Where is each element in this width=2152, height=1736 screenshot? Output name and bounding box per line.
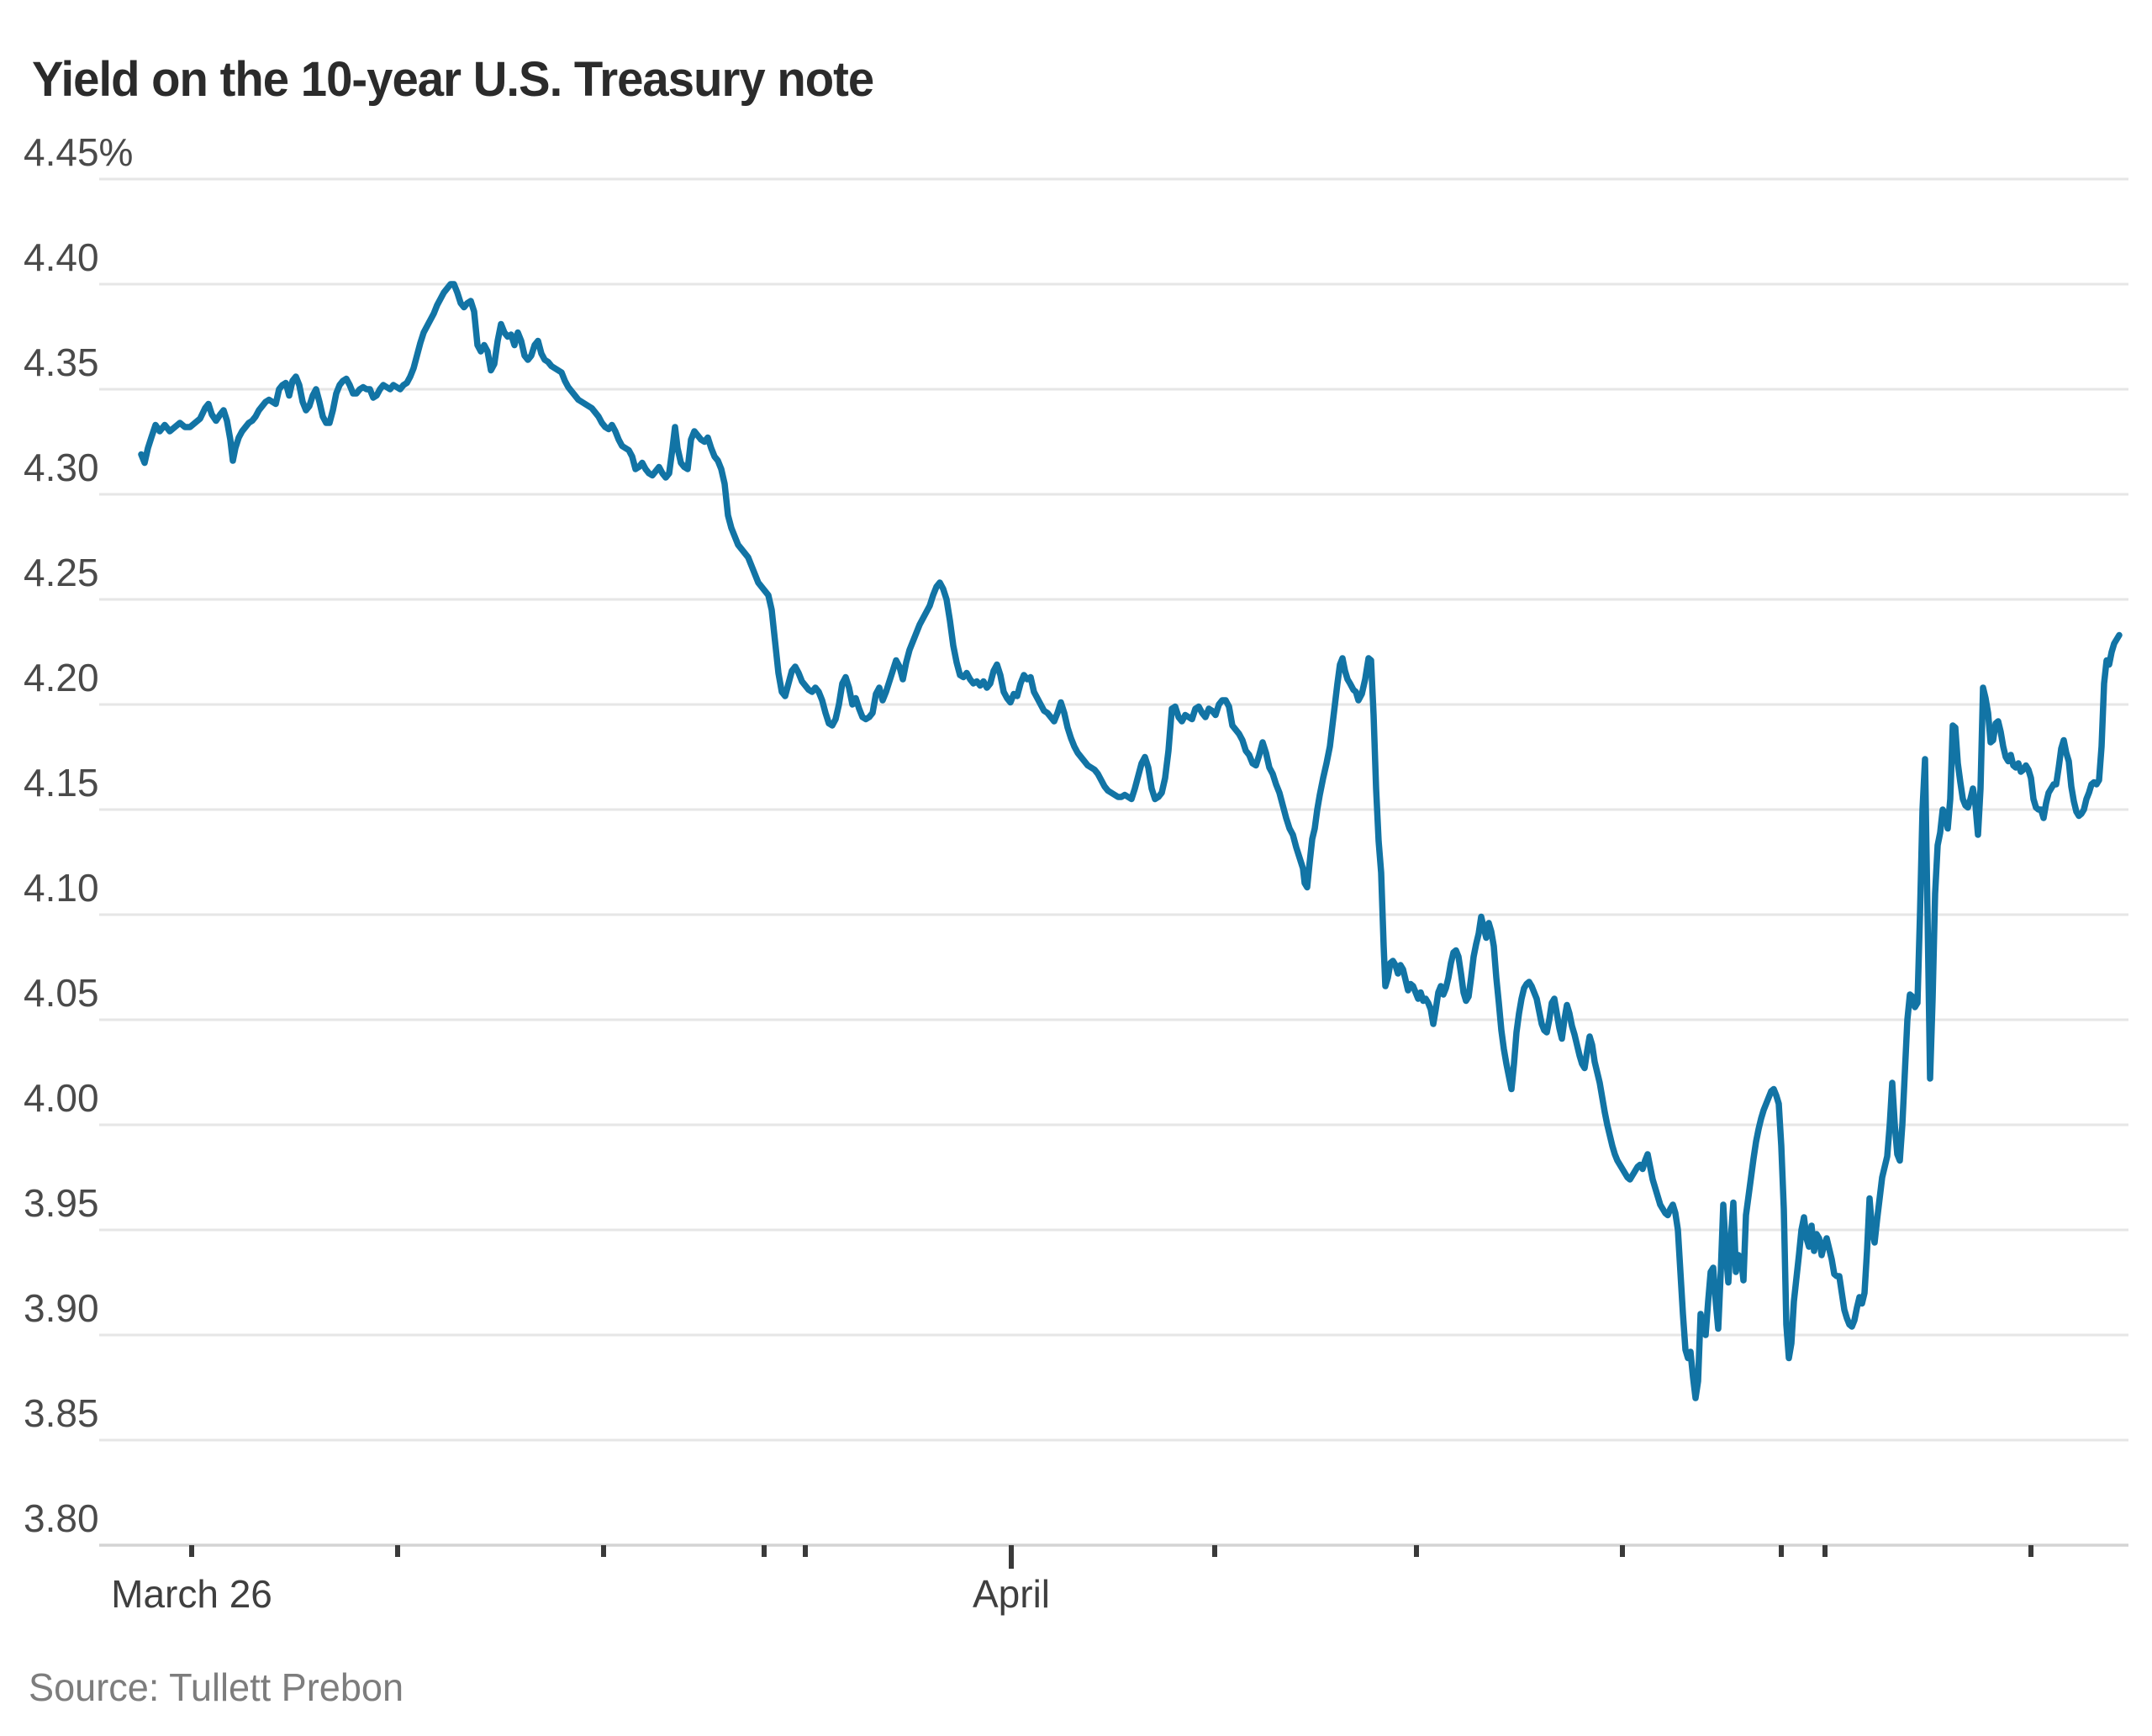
y-tick-label: 3.90 [24, 1286, 99, 1330]
y-tick-label: 4.25 [24, 551, 99, 594]
y-tick-label: 4.40 [24, 235, 99, 279]
y-tick-label: 4.45% [24, 130, 133, 174]
x-tick-mark [1212, 1545, 1217, 1557]
y-tick-label: 4.10 [24, 866, 99, 910]
y-tick-label: 3.85 [24, 1391, 99, 1435]
y-tick-label: 3.80 [24, 1496, 99, 1540]
x-tick-mark [395, 1545, 400, 1557]
x-tick-mark [762, 1545, 767, 1557]
x-tick-mark [1779, 1545, 1784, 1557]
y-tick-label: 4.35 [24, 340, 99, 384]
y-tick-label: 4.05 [24, 971, 99, 1015]
x-tick-mark [1414, 1545, 1419, 1557]
y-tick-label: 4.15 [24, 761, 99, 805]
x-tick-mark [189, 1545, 194, 1557]
chart-title: Yield on the 10-year U.S. Treasury note [32, 51, 874, 107]
y-tick-label: 3.95 [24, 1181, 99, 1225]
x-tick-mark [1009, 1545, 1014, 1569]
x-tick-label: March 26 [111, 1572, 272, 1616]
y-tick-label: 4.30 [24, 446, 99, 489]
source-label: Source: Tullett Prebon [29, 1665, 404, 1709]
x-tick-mark [803, 1545, 808, 1557]
y-tick-label: 4.20 [24, 656, 99, 699]
yield-line-series [138, 281, 2123, 1401]
x-tick-mark [1822, 1545, 1828, 1557]
x-tick-mark [2028, 1545, 2033, 1557]
x-tick-mark [601, 1545, 606, 1557]
y-tick-label: 4.00 [24, 1076, 99, 1120]
x-tick-label: April [973, 1572, 1050, 1616]
x-tick-mark [1620, 1545, 1625, 1557]
